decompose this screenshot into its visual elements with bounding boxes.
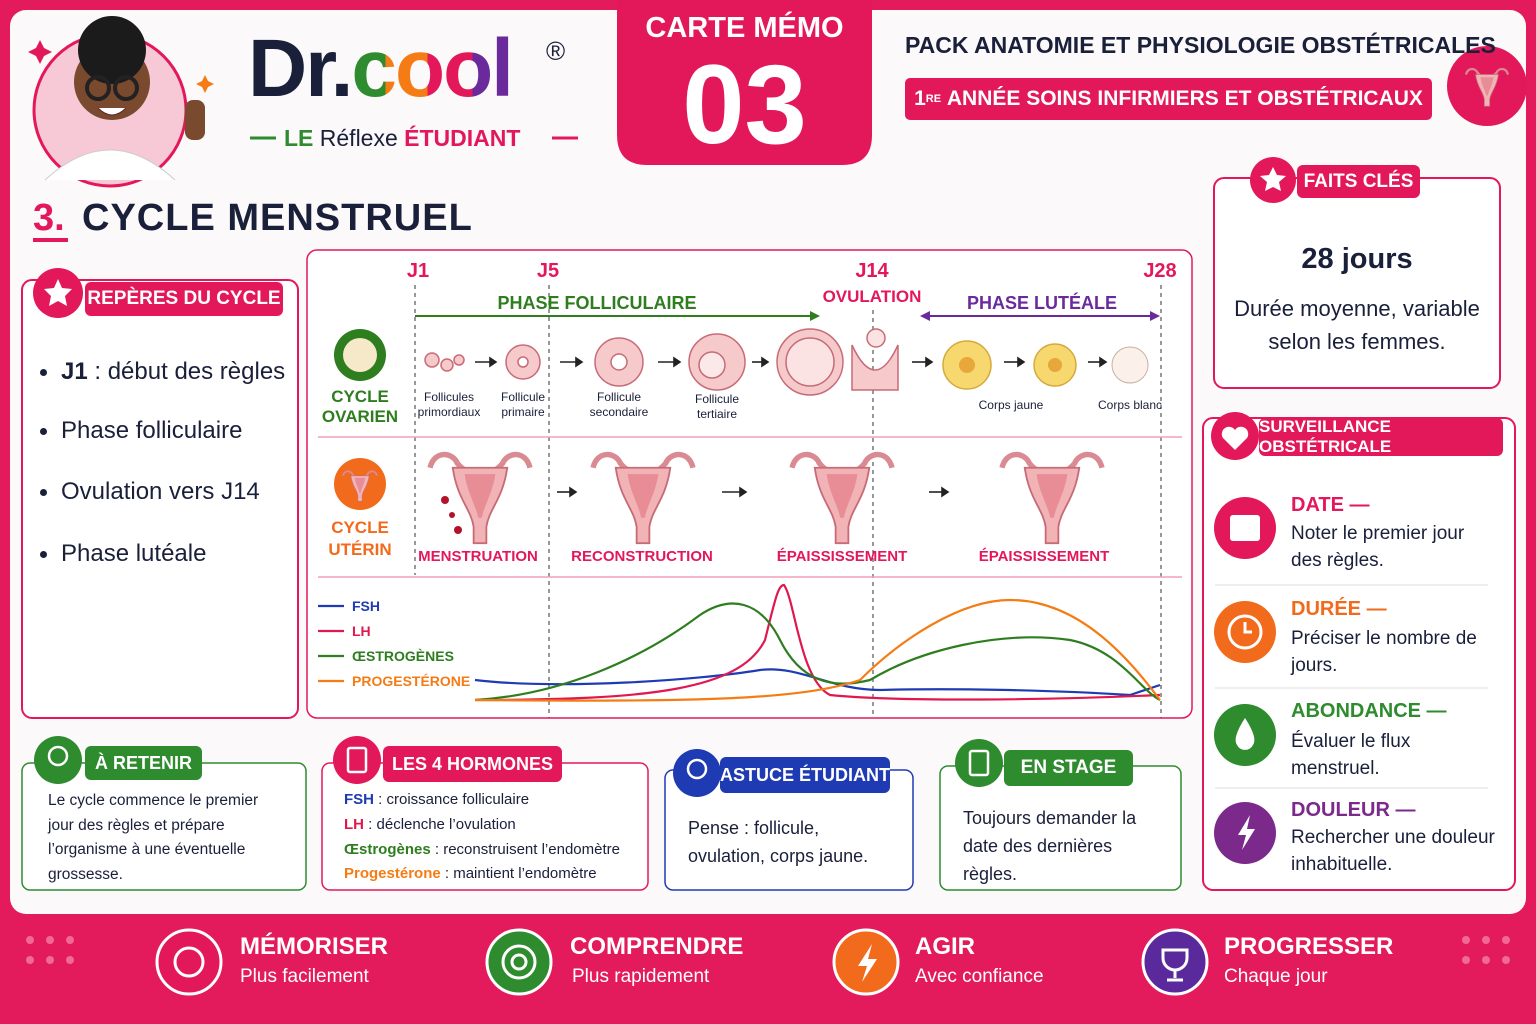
faits-title: FAITS CLÉS: [1297, 165, 1420, 198]
hormone-text: : maintient l’endomètre: [444, 865, 597, 882]
ovarian-stage: Corps jaune: [978, 398, 1044, 412]
memo-tab: [617, 0, 872, 165]
tagline-word: ÉTUDIANT: [404, 125, 521, 151]
hormones-title: LES 4 HORMONES: [383, 746, 562, 782]
reperes-item: Ovulation vers J14: [40, 478, 260, 506]
day-label: J1: [406, 260, 430, 282]
label-line: UTÉRIN: [328, 540, 392, 559]
memo-label: CARTE MÉMO: [645, 12, 844, 44]
footer-text: Plus rapidement: [572, 966, 710, 987]
tagline: LE Réflexe ÉTUDIANT: [284, 125, 520, 152]
follicular-label: PHASE FOLLICULAIRE: [497, 293, 697, 313]
faits-headline: 28 jours: [1301, 243, 1413, 275]
day-label: J28: [1143, 260, 1177, 282]
label-line: OVARIEN: [321, 407, 399, 426]
uterine-label: CYCLE UTÉRIN: [315, 517, 405, 561]
ovarian-stage: Corps blanc: [1097, 398, 1163, 412]
reperes-title: REPÈRES DU CYCLE: [85, 282, 283, 316]
legend-entry: FSH: [352, 598, 380, 614]
retenir-title: À RETENIR: [85, 746, 202, 780]
ovulation-label: OVULATION: [822, 287, 922, 306]
faits-text: Durée moyenne, variable selon les femmes…: [1234, 296, 1480, 354]
surveillance-item-title: DOULEUR —: [1291, 799, 1416, 821]
uterine-stage: ÉPAISSISSEMENT: [776, 548, 908, 565]
footer-title: MÉMORISER: [240, 933, 389, 960]
footer-text: Plus facilement: [240, 966, 369, 987]
hormone-name: Œstrogènes: [344, 841, 431, 858]
day-label: J5: [536, 260, 560, 282]
surveillance-item-title: ABONDANCE —: [1291, 700, 1447, 722]
hormone-text: : croissance folliculaire: [378, 791, 530, 808]
stage-text: Toujours demander la date des dernières …: [963, 808, 1137, 884]
legend-entry: LH: [352, 623, 371, 639]
reperes-text: : début des règles: [94, 358, 286, 385]
surveillance-item-text: Préciser le nombre de jours.: [1291, 628, 1477, 676]
hormone-row: Progestérone : maintient l’endomètre: [344, 865, 597, 882]
year-pill: 1 RE ANNÉE SOINS INFIRMIERS ET OBSTÉTRICA…: [905, 78, 1432, 120]
legend-entry: PROGESTÉRONE: [352, 673, 471, 689]
surveillance-title: SURVEILLANCE OBSTÉTRICALE: [1259, 417, 1503, 456]
reperes-key: J1: [61, 358, 88, 385]
section-title: CYCLE MENSTRUEL: [82, 197, 473, 239]
label-line: CYCLE: [331, 387, 389, 406]
label-line: CYCLE: [331, 518, 389, 537]
ovarian-stage: Follicule secondaire: [589, 390, 649, 419]
footer-text: Chaque jour: [1224, 966, 1328, 987]
pack-title: PACK ANATOMIE ET PHYSIOLOGIE OBSTÉTRICAL…: [905, 32, 1496, 58]
registered-mark: ®: [546, 36, 566, 66]
hormone-name: FSH: [344, 791, 374, 808]
astuce-text: Pense : follicule, ovulation, corps jaun…: [688, 818, 869, 866]
luteal-label: PHASE LUTÉALE: [966, 293, 1117, 313]
legend-entry: ŒSTROGÈNES: [352, 648, 454, 664]
hormone-name: LH: [344, 816, 364, 833]
surveillance-item-title: DATE —: [1291, 494, 1370, 516]
year-text: ANNÉE SOINS INFIRMIERS ET OBSTÉTRICAUX: [946, 87, 1423, 110]
hormone-row: FSH : croissance folliculaire: [344, 791, 529, 808]
hormone-row: LH : déclenche l’ovulation: [344, 816, 516, 833]
uterine-stage: MENSTRUATION: [418, 548, 538, 565]
retenir-text: Le cycle commence le premier jour des rè…: [48, 792, 259, 883]
ovarian-label: CYCLE OVARIEN: [315, 387, 405, 427]
tagline-word: Réflexe: [319, 125, 398, 151]
surveillance-item-title: DURÉE —: [1291, 598, 1387, 620]
brand: Dr.cool: [248, 23, 514, 114]
surveillance-item-text: Évaluer le flux menstruel.: [1291, 731, 1411, 779]
uterine-stage: ÉPAISSISSEMENT: [978, 548, 1110, 565]
hormone-text: : déclenche l’ovulation: [368, 816, 516, 833]
uterine-stage: RECONSTRUCTION: [571, 548, 713, 565]
footer-title: PROGRESSER: [1224, 933, 1394, 960]
hormone-text: : reconstruisent l’endomètre: [434, 841, 620, 858]
footer-title: AGIR: [915, 933, 975, 960]
ovarian-stage: Follicule primaire: [500, 390, 545, 419]
ovarian-stage: Follicule tertiaire: [694, 392, 739, 421]
hormone-name: Progestérone: [344, 865, 441, 882]
astuce-title: ASTUCE ÉTUDIANT: [720, 757, 890, 793]
reperes-item: J1 : début des règles: [40, 358, 285, 386]
reperes-item: Phase folliculaire: [40, 417, 242, 445]
year-suffix: RE: [925, 93, 942, 105]
footer-title: COMPRENDRE: [570, 933, 744, 960]
stage-title: EN STAGE: [1004, 750, 1133, 786]
memo-number: 03: [682, 42, 807, 167]
tagline-word: LE: [284, 125, 314, 151]
year-number: 1: [914, 87, 926, 110]
hormone-row: Œstrogènes : reconstruisent l’endomètre: [344, 841, 620, 858]
footer-text: Avec confiance: [915, 966, 1044, 987]
surveillance-item-text: Noter le premier jour des règles.: [1291, 523, 1465, 571]
reperes-item: Phase lutéale: [40, 540, 206, 568]
ovarian-stage: Follicules primordiaux: [417, 390, 481, 419]
surveillance-item-text: Rechercher une douleur inhabituelle.: [1291, 827, 1495, 875]
section-number: 3.: [33, 197, 65, 239]
day-label: J14: [855, 260, 889, 282]
